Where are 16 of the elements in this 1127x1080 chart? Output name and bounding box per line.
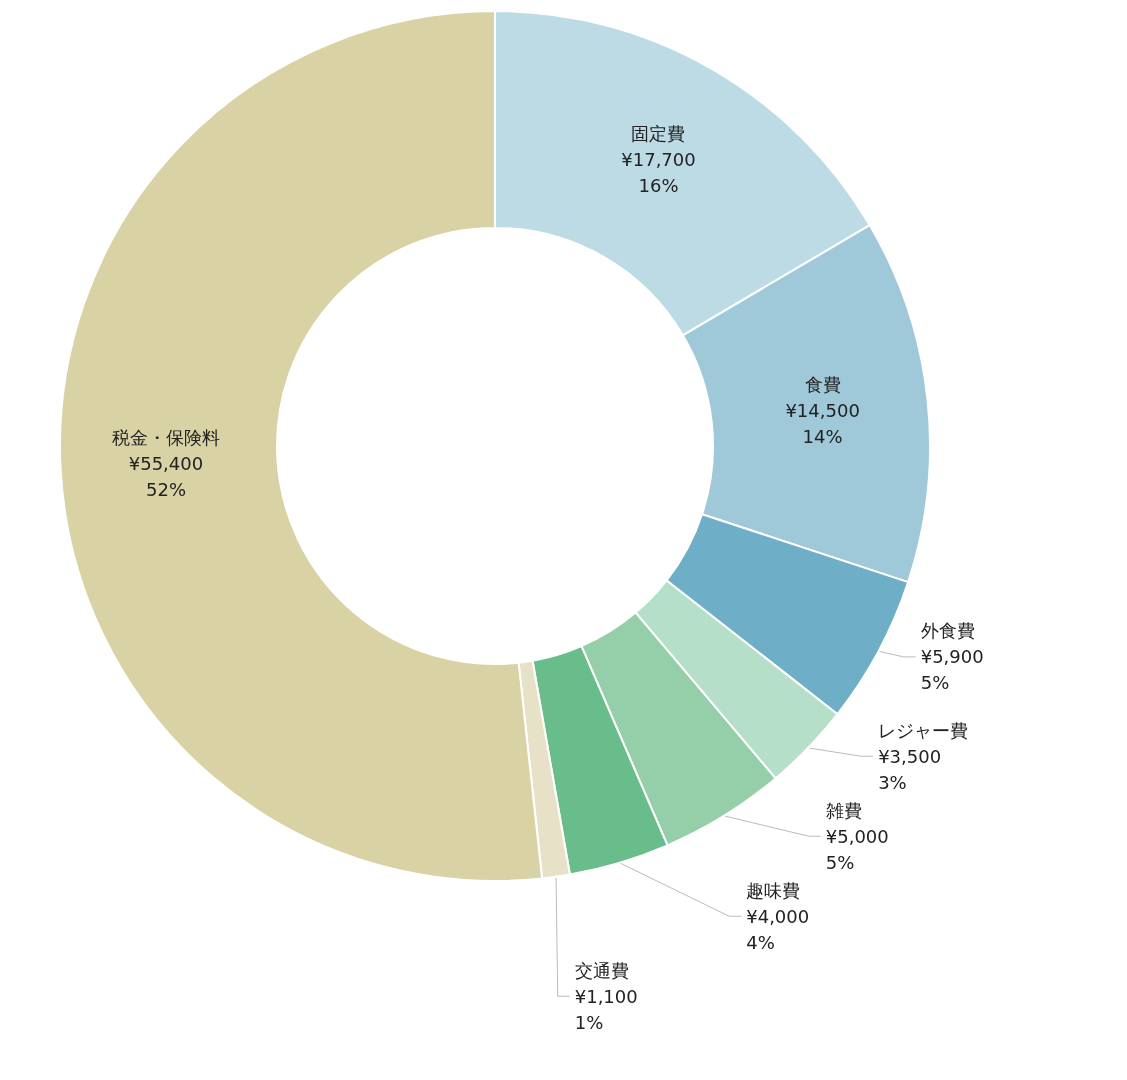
slice-label: 固定費 [631, 123, 686, 145]
data-label: ¥3,500 3% [878, 745, 942, 793]
data-label: ¥14,500 14% [785, 400, 860, 448]
slice-label: 外食費 [920, 620, 975, 642]
data-label: ¥1,100 1% [574, 985, 638, 1033]
data-label: ¥55,400 52% [128, 453, 204, 501]
data-label: ¥17,700 16% [621, 149, 696, 197]
data-label: ¥4,000 4% [746, 905, 810, 953]
slice-label: レジャー費 [878, 719, 969, 741]
slice-label: 雑費 [825, 799, 862, 821]
slice-label: 税金・保険料 [111, 427, 220, 449]
data-label: ¥5,900 5% [920, 646, 984, 694]
data-label: ¥5,000 5% [825, 825, 889, 873]
slice-label: 食費 [804, 374, 841, 396]
slice-label: 趣味費 [746, 879, 801, 901]
slice-label: 交通費 [574, 959, 629, 981]
